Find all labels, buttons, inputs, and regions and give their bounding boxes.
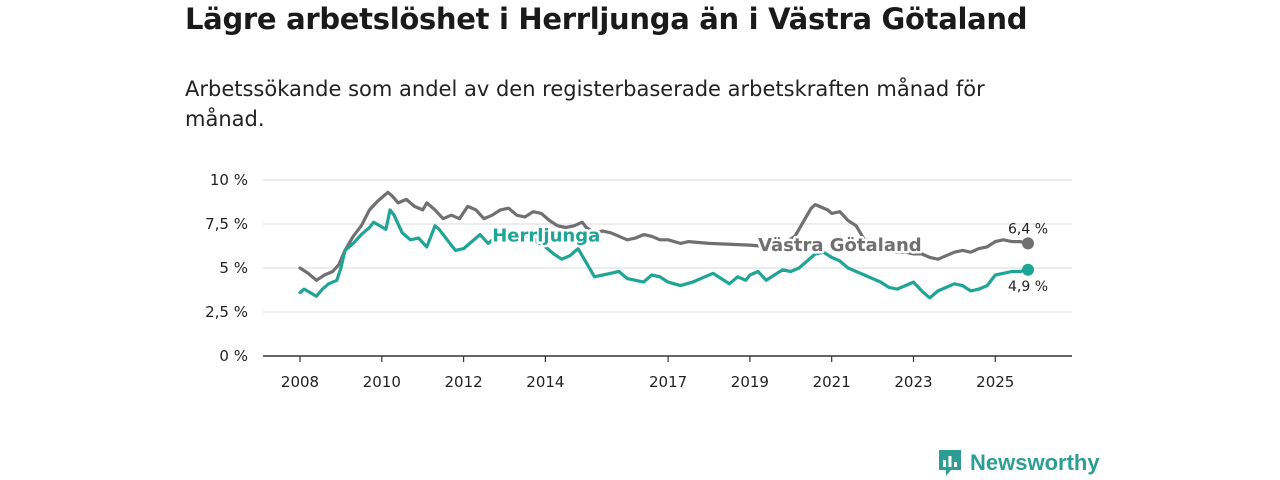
y-axis-ticks: 0 % 2,5 % 5 % 7,5 % 10 %	[205, 171, 248, 365]
y-tick-label: 10 %	[210, 171, 248, 189]
x-axis-ticks: 2008 2010 2012 2014 2017 2019 2021 2023 2025	[281, 356, 1014, 391]
y-tick-label: 2,5 %	[205, 303, 248, 321]
series-lines	[298, 190, 1034, 300]
series-name-label-v-stra-g-taland: Västra Götaland	[758, 235, 922, 256]
y-tick-label: 5 %	[219, 259, 248, 277]
series-line-v-stra-g-taland	[298, 190, 1030, 282]
end-point-herrljunga	[1022, 263, 1034, 276]
x-tick-label: 2019	[731, 373, 769, 391]
end-value-label-v-stra-g-taland: 6,4 %	[1008, 221, 1048, 237]
y-tick-label: 0 %	[219, 347, 248, 365]
brand-logo: Newsworthy	[937, 448, 1100, 478]
x-tick-label: 2021	[813, 373, 851, 391]
x-tick-label: 2017	[649, 373, 687, 391]
newsworthy-logo-icon	[939, 450, 961, 476]
end-point-v-stra-g-taland	[1022, 237, 1034, 250]
end-value-label-herrljunga: 4,9 %	[1008, 279, 1048, 295]
x-tick-label: 2025	[976, 373, 1014, 391]
x-tick-label: 2010	[363, 373, 401, 391]
x-tick-label: 2012	[445, 373, 483, 391]
series-name-label-herrljunga: Herrljunga	[492, 226, 600, 247]
series-labels: 6,4 % 4,9 % Västra Götaland Herrljunga	[490, 221, 1048, 295]
chart-subtitle: Arbetssökande som andel av den registerb…	[185, 77, 985, 131]
x-tick-label: 2008	[281, 373, 319, 391]
x-tick-label: 2023	[894, 373, 932, 391]
grid-lines	[263, 179, 1072, 313]
series-line-herrljunga	[298, 208, 1030, 300]
chart-title: Lägre arbetslöshet i Herrljunga än i Väs…	[185, 2, 1028, 36]
brand-name: Newsworthy	[970, 450, 1100, 475]
x-tick-label: 2014	[526, 373, 564, 391]
y-tick-label: 7,5 %	[205, 215, 248, 233]
